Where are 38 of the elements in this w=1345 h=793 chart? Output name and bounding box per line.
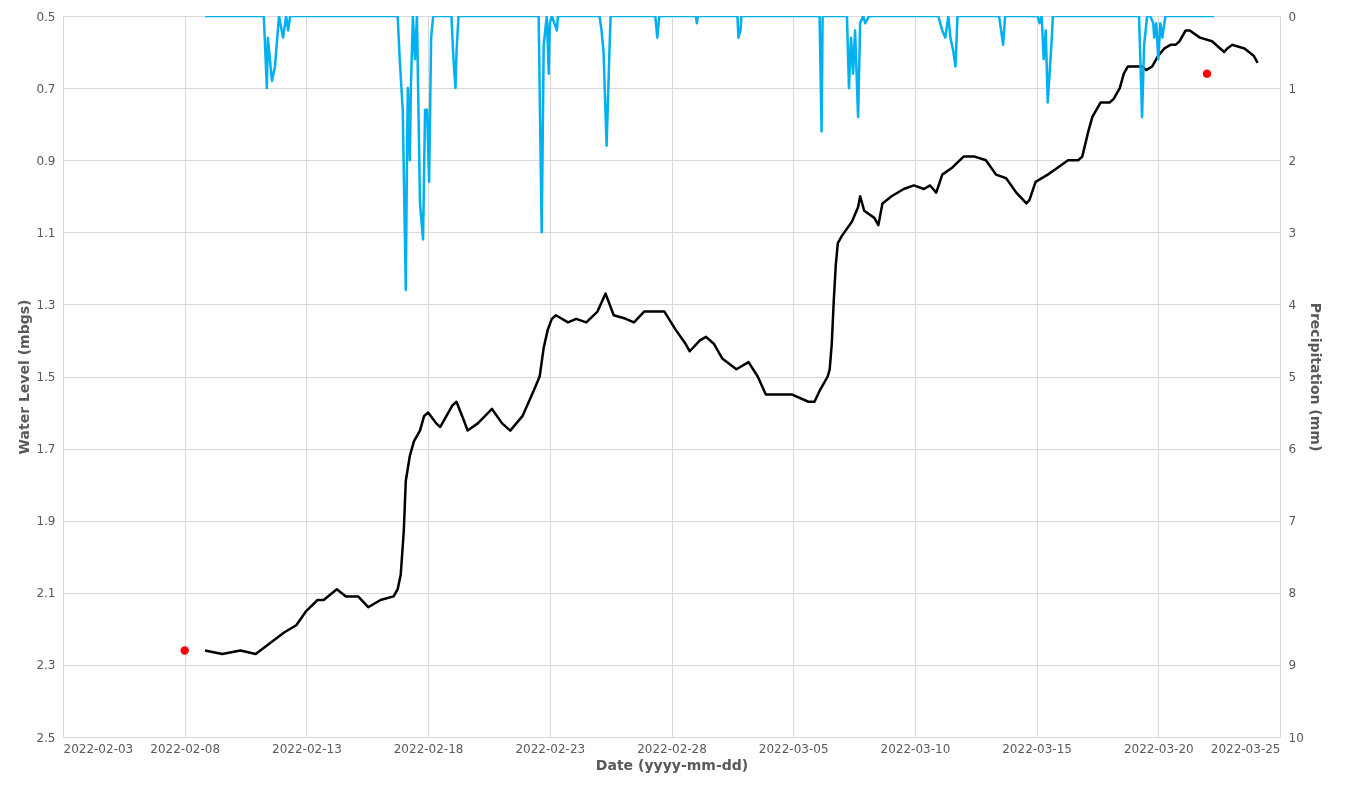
y-tick-label: 0.7 [36, 81, 56, 96]
line-series [203, 29, 1259, 656]
x-tick-label: 2022-03-10 [880, 741, 951, 756]
y-tick-label: 0.9 [36, 153, 56, 168]
y-tick-label: 1.3 [36, 297, 56, 312]
x-tick-label: 2022-03-05 [758, 741, 829, 756]
x-axis-title: Date (yyyy-mm-dd) [595, 756, 749, 773]
y-tick-label: 2.1 [36, 586, 56, 601]
x-tick-label: 2022-02-03 [63, 741, 134, 756]
y2-tick-label: 3 [1288, 225, 1297, 240]
y-tick-label: 2.3 [36, 658, 56, 673]
y2-tick-label: 5 [1288, 370, 1297, 384]
y2-tick-label: 6 [1288, 442, 1297, 457]
x-tick-label: 2022-02-08 [150, 741, 221, 756]
x-tick-label: 2022-02-13 [272, 741, 342, 756]
y-axis-title: Water Level (mbgs) [16, 299, 33, 455]
y2-tick-label: 4 [1288, 297, 1297, 312]
y2-tick-label: 9 [1288, 658, 1297, 673]
x-tick-label: 2022-03-25 [1210, 741, 1281, 756]
y2-tick-label: 10 [1288, 730, 1304, 745]
y2-axis-title: Precipitation (mm) [1307, 302, 1324, 452]
y-tick-label: 1.5 [36, 370, 56, 384]
x-tick-label: 2022-02-28 [637, 741, 707, 756]
line-series [203, 16, 1216, 292]
y-tick-label: 2.5 [36, 730, 56, 745]
x-tick-label: 2022-02-18 [393, 741, 464, 756]
y-tick-label: 1.7 [36, 442, 56, 457]
y2-tick-label: 8 [1288, 586, 1297, 601]
y-tick-label: 1.9 [36, 514, 56, 529]
y-tick-label: 1.1 [36, 225, 56, 240]
y2-tick-label: 7 [1288, 514, 1297, 529]
x-tick-label: 2022-03-15 [1002, 741, 1072, 756]
x-tick-label: 2022-03-20 [1123, 741, 1194, 756]
y-tick-label: 0.5 [36, 9, 56, 24]
y2-tick-label: 0 [1288, 9, 1297, 24]
y2-tick-label: 2 [1288, 153, 1297, 168]
y2-tick-label: 1 [1288, 81, 1297, 96]
x-tick-label: 2022-02-23 [515, 741, 586, 756]
